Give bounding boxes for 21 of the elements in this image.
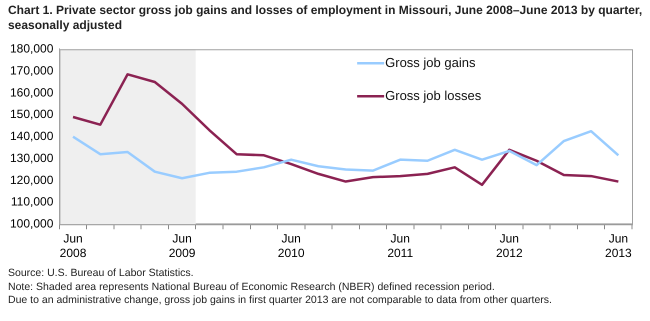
text: Due to an administrative change, gross job gains in first quarter 2013 are not comparable to data from other quarters.	[8, 294, 552, 308]
text: Note: Shaded area represents National Bureau of Economic Research (NBER) defined recession period.	[8, 280, 496, 294]
y-tick-label: 150,000	[10, 107, 54, 122]
y-tick-label: 120,000	[10, 172, 54, 187]
legend-label: Gross job losses	[385, 88, 482, 103]
chart-title: Chart 1. Private sector gross job gains and losses of employment in Missouri, June 2008–June 2013 by quarter, seasonally adjusted	[8, 3, 643, 33]
x-tick-label: Jun 2012	[496, 232, 523, 260]
x-tick-label: Jun 2009	[168, 232, 196, 260]
legend-label: Gross job gains	[385, 54, 476, 70]
x-tick-label: Jun 2010	[278, 232, 305, 260]
x-tick-label: Jun 2008	[60, 232, 87, 260]
y-tick-label: 100,000	[10, 216, 54, 231]
x-tick-label: Jun 2013	[605, 232, 632, 260]
y-tick-label: 180,000	[10, 42, 54, 56]
x-tick-label: Jun 2011	[387, 232, 414, 260]
source-note: Source: U.S. Bureau of Labor Statistics.	[8, 267, 195, 280]
y-tick-label: 160,000	[10, 85, 54, 100]
y-tick-label: 130,000	[10, 150, 54, 165]
y-tick-label: 110,000	[10, 194, 54, 209]
y-tick-label: 140,000	[10, 129, 54, 144]
y-tick-label: 170,000	[10, 63, 54, 78]
